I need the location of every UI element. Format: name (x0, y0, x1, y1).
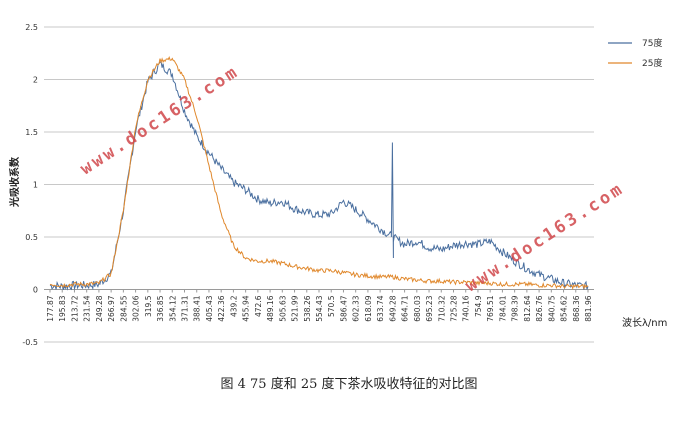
x-tick-label: 826.76 (535, 295, 544, 321)
x-axis-label: 波长λ/nm (622, 316, 667, 329)
x-tick-label: 538.26 (303, 295, 312, 321)
x-tick-label: 284.55 (119, 295, 128, 321)
x-tick-label: 521.99 (291, 295, 300, 321)
y-axis-label: 光吸收系数 (8, 156, 21, 208)
y-tick-label: 0 (33, 286, 38, 295)
x-tick-label: 266.97 (107, 295, 116, 321)
y-tick-label: 2 (33, 76, 38, 85)
legend: 75度 25度 (608, 37, 662, 69)
x-tick-label: 695.23 (425, 295, 434, 321)
x-tick-label: 854.62 (560, 295, 569, 321)
y-tick-label: 1 (33, 181, 38, 190)
y-tick-label: 1.5 (25, 128, 38, 137)
y-tick-label: -0.5 (22, 338, 38, 347)
series-line-2 (49, 55, 589, 291)
series-line-1 (49, 60, 589, 291)
series-lines (49, 55, 589, 291)
x-tick-label: 740.16 (462, 295, 471, 321)
figure-caption: 图 4 75 度和 25 度下茶水吸收特征的对比图 (220, 377, 478, 392)
legend-label: 25度 (642, 57, 662, 69)
x-tick-label: 633.74 (376, 295, 385, 321)
x-tick-label: 868.36 (572, 295, 581, 321)
x-tick-label: 812.64 (523, 295, 532, 321)
x-tick-label: 664.71 (401, 295, 410, 321)
x-tick-label: 336.85 (156, 295, 165, 321)
x-tick-label: 177.87 (46, 295, 55, 321)
x-tick-label: 618.09 (364, 295, 373, 321)
x-tick-label: 195.83 (58, 295, 67, 321)
x-tick-label: 213.72 (70, 295, 79, 321)
x-tick-label: 489.16 (266, 295, 275, 321)
x-tick-label: 840.75 (547, 295, 556, 321)
x-tick-label: 784.01 (498, 295, 507, 321)
x-tick-label: 710.32 (437, 295, 446, 321)
x-tick-label: 319.5 (144, 295, 153, 317)
y-tick-label: 0.5 (25, 233, 38, 242)
x-tick-label: 570.5 (327, 295, 336, 317)
x-tick-label: 725.28 (450, 295, 459, 321)
y-tick-labels: 2.5 2 1.5 1 0.5 0 -0.5 (22, 23, 38, 347)
x-tick-label: 505.63 (278, 295, 287, 321)
x-tick-label: 249.28 (95, 295, 104, 321)
x-tick-label: 754.9 (474, 295, 483, 317)
x-tick-label: 554.43 (315, 295, 324, 321)
x-tick-label: 769.51 (486, 295, 495, 321)
x-tick-label: 472.6 (254, 295, 263, 317)
x-tick-label: 354.12 (168, 295, 177, 321)
y-tick-label: 2.5 (25, 23, 38, 32)
x-tick-label: 388.41 (193, 295, 202, 321)
x-tick-label: 680.03 (413, 295, 422, 321)
x-tick-label: 649.28 (388, 295, 397, 321)
x-tick-labels: 177.87 195.83 213.72 231.54 249.28 266.97 284.… (46, 289, 593, 322)
x-tick-label: 586.47 (339, 295, 348, 321)
x-tick-label: 439.2 (229, 295, 238, 317)
legend-label: 75度 (642, 37, 662, 49)
x-tick-label: 422.36 (217, 295, 226, 321)
x-tick-label: 302.06 (132, 295, 141, 321)
x-tick-label: 602.33 (352, 295, 361, 321)
x-tick-label: 371.31 (181, 295, 190, 321)
x-tick-label: 231.54 (83, 295, 92, 321)
x-tick-label: 405.43 (205, 295, 214, 321)
x-tick-label: 881.96 (584, 295, 593, 321)
x-tick-label: 455.94 (242, 295, 251, 321)
absorption-chart: 2.5 2 1.5 1 0.5 0 -0.5 177.87 195.83 213.72 231.5… (8, 23, 667, 347)
x-tick-label: 798.39 (511, 295, 520, 321)
